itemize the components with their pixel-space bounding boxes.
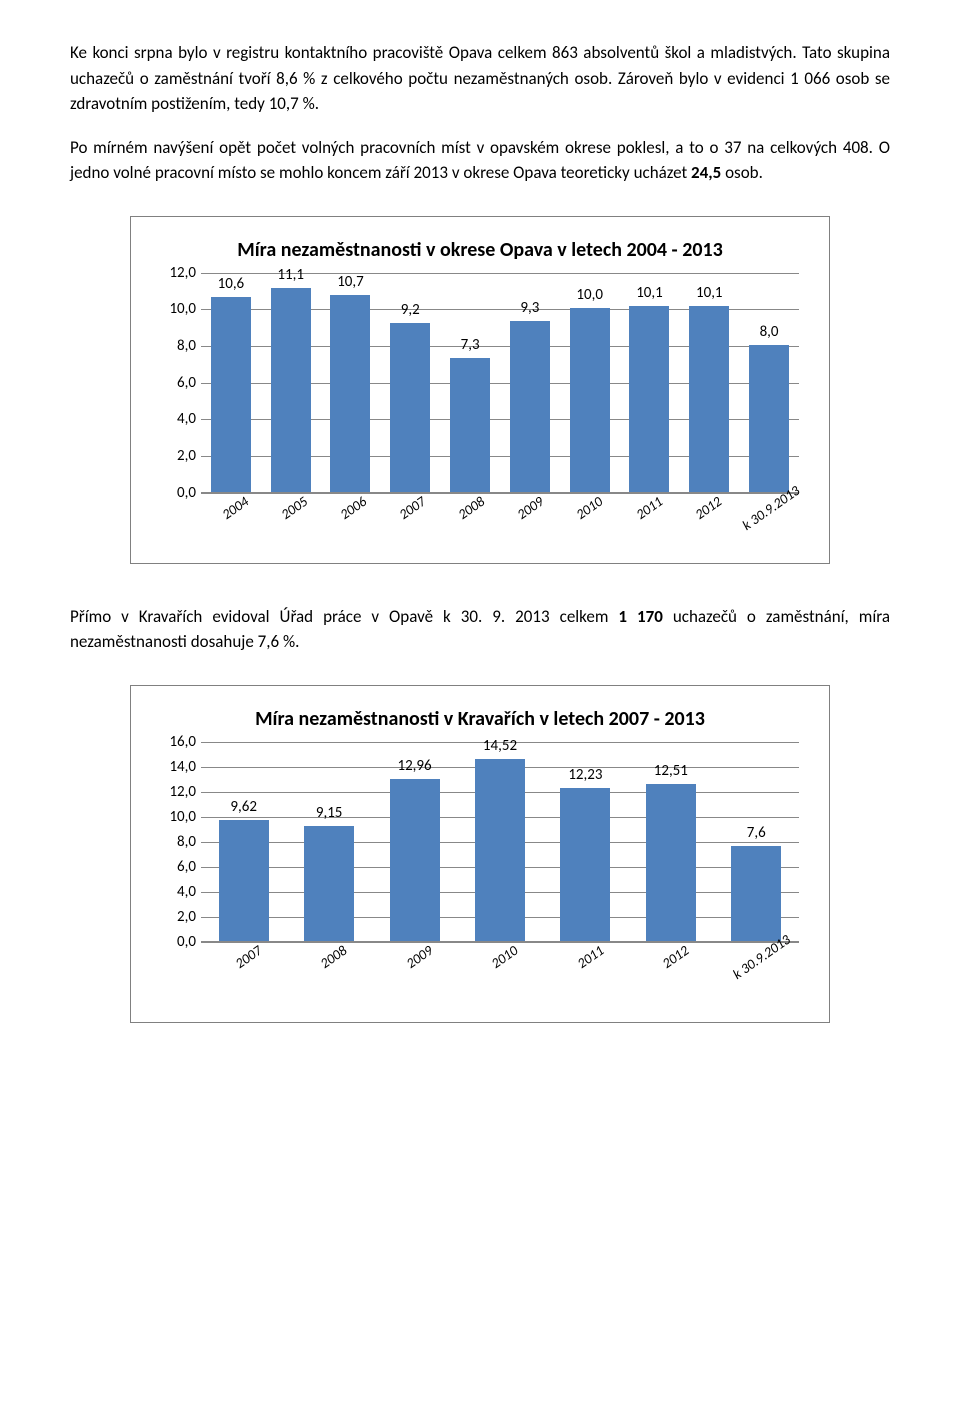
chart-bar — [570, 308, 610, 491]
chart-bar-value: 12,96 — [397, 757, 431, 775]
chart-bar-value: 7,6 — [747, 824, 766, 842]
chart-bar — [450, 358, 490, 492]
chart-bar-value: 10,6 — [218, 275, 245, 293]
chart-ylabel: 6,0 — [161, 374, 196, 392]
chart-bar — [211, 297, 251, 491]
chart-bar-wrap: 7,6 — [714, 846, 799, 941]
chart-ylabel: 0,0 — [161, 484, 196, 502]
chart-kravare-plot: 0,02,04,06,08,010,012,014,016,09,629,151… — [201, 742, 799, 942]
p2-bold: 24,5 — [691, 162, 721, 183]
chart-bar-wrap: 10,1 — [620, 306, 680, 491]
chart-bar — [629, 306, 669, 491]
chart-ylabel: 16,0 — [161, 733, 196, 751]
chart-opava: Míra nezaměstnanosti v okrese Opava v le… — [130, 216, 830, 564]
chart-bar — [390, 779, 440, 941]
chart-opava-area: 0,02,04,06,08,010,012,010,611,110,79,27,… — [201, 273, 799, 533]
chart-bar-value: 10,1 — [696, 284, 723, 302]
chart-bar — [271, 288, 311, 492]
chart-kravare-xlabels: 200720082009201020112012k 30.9.2013 — [201, 942, 799, 982]
chart-bar-wrap: 10,1 — [679, 306, 739, 491]
chart-kravare: Míra nezaměstnanosti v Kravařích v letec… — [130, 685, 830, 1023]
chart-bar-wrap: 10,7 — [321, 295, 381, 491]
chart-bar — [749, 345, 789, 492]
chart-bar-wrap: 9,3 — [500, 321, 560, 492]
chart-bar-wrap: 14,52 — [457, 759, 542, 941]
chart-xlabel: 2004 — [206, 484, 273, 544]
chart-ylabel: 2,0 — [161, 447, 196, 465]
chart-kravare-title: Míra nezaměstnanosti v Kravařích v letec… — [161, 706, 799, 732]
chart-ylabel: 8,0 — [161, 833, 196, 851]
chart-kravare-area: 0,02,04,06,08,010,012,014,016,09,629,151… — [201, 742, 799, 982]
chart-bar-value: 9,15 — [316, 804, 343, 822]
chart-ylabel: 0,0 — [161, 933, 196, 951]
chart-bar — [510, 321, 550, 492]
chart-bar — [304, 826, 354, 940]
chart-bar — [646, 784, 696, 940]
chart-ylabel: 4,0 — [161, 883, 196, 901]
chart-bar-value: 9,3 — [520, 299, 539, 317]
chart-ylabel: 2,0 — [161, 908, 196, 926]
chart-bar-value: 7,3 — [461, 336, 480, 354]
paragraph-1: Ke konci srpna bylo v registru kontaktní… — [70, 40, 890, 117]
chart-bar — [475, 759, 525, 941]
chart-bars: 10,611,110,79,27,39,310,010,110,18,0 — [201, 273, 799, 492]
chart-bar-value: 10,0 — [576, 286, 603, 304]
chart-bar-value: 8,0 — [760, 323, 779, 341]
chart-bar-value: 9,2 — [401, 301, 420, 319]
chart-ylabel: 6,0 — [161, 858, 196, 876]
chart-bars: 9,629,1512,9614,5212,2312,517,6 — [201, 742, 799, 941]
chart-bar — [560, 788, 610, 941]
chart-ylabel: 4,0 — [161, 410, 196, 428]
chart-ylabel: 14,0 — [161, 758, 196, 776]
chart-xlabel: 2012 — [679, 484, 746, 544]
chart-bar-value: 9,62 — [230, 798, 257, 816]
chart-xlabel: 2007 — [384, 484, 451, 544]
chart-bar-wrap: 12,96 — [372, 779, 457, 941]
chart-opava-plot: 0,02,04,06,08,010,012,010,611,110,79,27,… — [201, 273, 799, 493]
chart-bar-wrap: 7,3 — [440, 358, 500, 492]
chart-bar-wrap: 10,6 — [201, 297, 261, 491]
p2-text-b: osob. — [721, 162, 763, 183]
chart-ylabel: 8,0 — [161, 337, 196, 355]
chart-bar-wrap: 12,51 — [628, 784, 713, 940]
p3-text-a: Přímo v Kravařích evidoval Úřad práce v … — [70, 606, 618, 627]
chart-xlabel: 2009 — [502, 484, 569, 544]
chart-bar — [390, 323, 430, 492]
p3-bold: 1 170 — [618, 606, 662, 627]
chart-bar-value: 14,52 — [483, 737, 517, 755]
chart-bar-wrap: 9,62 — [201, 820, 286, 940]
chart-xlabel: 2010 — [561, 484, 628, 544]
chart-opava-xlabels: 200420052006200720082009201020112012k 30… — [201, 493, 799, 533]
chart-ylabel: 10,0 — [161, 300, 196, 318]
chart-xlabel: 2008 — [443, 484, 510, 544]
chart-bar-value: 11,1 — [277, 266, 304, 284]
chart-bar-value: 10,1 — [636, 284, 663, 302]
chart-xlabel: 2011 — [620, 484, 687, 544]
chart-bar-value: 12,23 — [568, 766, 602, 784]
chart-ylabel: 12,0 — [161, 264, 196, 282]
paragraph-3: Přímo v Kravařích evidoval Úřad práce v … — [70, 604, 890, 655]
chart-xlabel: 2005 — [265, 484, 332, 544]
chart-bar — [689, 306, 729, 491]
chart-bar-wrap: 12,23 — [543, 788, 628, 941]
paragraph-2: Po mírném navýšení opět počet volných pr… — [70, 135, 890, 186]
chart-bar-wrap: 8,0 — [739, 345, 799, 492]
chart-bar — [219, 820, 269, 940]
chart-bar-wrap: 10,0 — [560, 308, 620, 491]
chart-bar-value: 12,51 — [654, 762, 688, 780]
p2-text-a: Po mírném navýšení opět počet volných pr… — [70, 137, 890, 184]
chart-bar — [330, 295, 370, 491]
chart-opava-title: Míra nezaměstnanosti v okrese Opava v le… — [161, 237, 799, 263]
chart-xlabel: 2006 — [324, 484, 391, 544]
chart-bar-wrap: 11,1 — [261, 288, 321, 492]
chart-ylabel: 10,0 — [161, 808, 196, 826]
chart-bar-wrap: 9,2 — [380, 323, 440, 492]
chart-bar-value: 10,7 — [337, 273, 364, 291]
chart-bar-wrap: 9,15 — [286, 826, 371, 940]
chart-bar — [731, 846, 781, 941]
chart-ylabel: 12,0 — [161, 783, 196, 801]
